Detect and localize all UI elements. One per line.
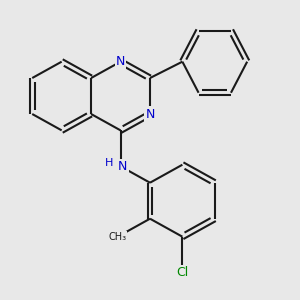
Text: N: N (118, 160, 128, 173)
Text: CH₃: CH₃ (109, 232, 127, 242)
Text: Cl: Cl (176, 266, 188, 279)
Text: N: N (116, 55, 125, 68)
Text: N: N (145, 107, 155, 121)
Text: H: H (105, 158, 114, 168)
